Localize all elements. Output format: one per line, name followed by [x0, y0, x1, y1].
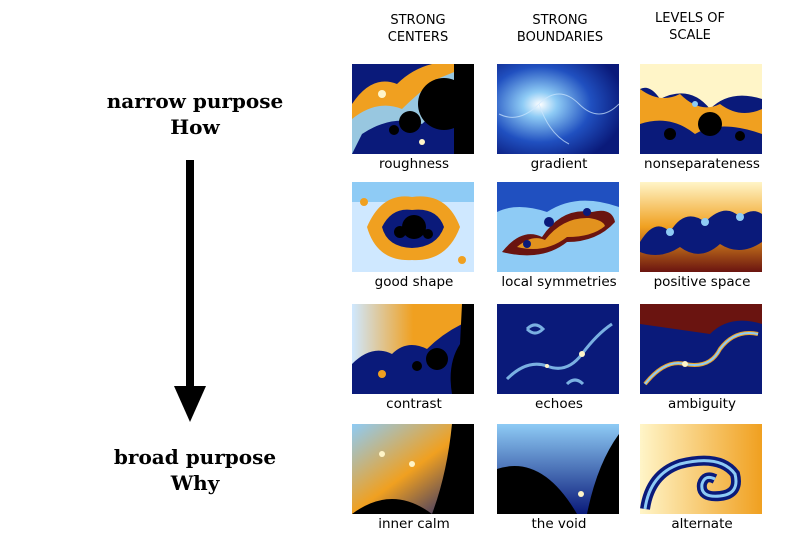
caption-the-void: the void	[531, 516, 587, 532]
caption-nonseparateness: nonseparateness	[644, 156, 760, 172]
fractal-image-good-shape	[352, 182, 474, 272]
column-header-levels-of-scale: LEVELS OF SCALE	[630, 10, 750, 44]
broad-purpose-label: broad purpose Why	[70, 444, 320, 496]
caption-ambiguity: ambiguity	[668, 396, 736, 412]
how-text: How	[170, 115, 220, 139]
caption-contrast: contrast	[386, 396, 442, 412]
fractal-image-inner-calm	[352, 424, 474, 514]
grid-cell-ambiguity: ambiguity	[640, 304, 764, 412]
caption-positive-space: positive space	[653, 274, 751, 290]
caption-inner-calm: inner calm	[378, 516, 450, 532]
fractal-image-ambiguity	[640, 304, 762, 394]
grid-cell-local-symmetries: local symmetries	[497, 182, 621, 290]
fractal-image-contrast	[352, 304, 474, 394]
fractal-image-the-void	[497, 424, 619, 514]
broad-purpose-text: broad purpose	[113, 445, 277, 469]
column-header-line: BOUNDARIES	[516, 30, 604, 45]
caption-roughness: roughness	[378, 156, 450, 172]
column-header-line: CENTERS	[387, 30, 449, 45]
grid-cell-contrast: contrast	[352, 304, 476, 412]
fractal-image-roughness	[352, 64, 474, 154]
grid-cell-the-void: the void	[497, 424, 621, 532]
grid-cell-nonseparateness: nonseparateness	[640, 64, 764, 172]
caption-local-symmetries: local symmetries	[501, 274, 617, 290]
caption-gradient: gradient	[530, 156, 588, 172]
grid-cell-good-shape: good shape	[352, 182, 476, 290]
fractal-image-nonseparateness	[640, 64, 762, 154]
grid-cell-alternate: alternate	[640, 424, 764, 532]
column-header-line: SCALE	[669, 28, 711, 43]
fractal-image-alternate	[640, 424, 762, 514]
fractal-image-echoes	[497, 304, 619, 394]
caption-alternate: alternate	[671, 516, 733, 532]
grid-cell-inner-calm: inner calm	[352, 424, 476, 532]
column-header-strong-centers: STRONG CENTERS	[358, 12, 478, 46]
fractal-image-positive-space	[640, 182, 762, 272]
column-header-line: STRONG	[390, 13, 446, 28]
grid-cell-echoes: echoes	[497, 304, 621, 412]
column-header-line: LEVELS OF	[655, 11, 725, 26]
grid-cell-gradient: gradient	[497, 64, 621, 172]
narrow-purpose-text: narrow purpose	[106, 89, 284, 113]
grid-cell-roughness: roughness	[352, 64, 476, 172]
column-header-strong-boundaries: STRONG BOUNDARIES	[498, 12, 622, 46]
caption-echoes: echoes	[535, 396, 583, 412]
grid-cell-positive-space: positive space	[640, 182, 764, 290]
down-arrow-icon	[174, 160, 206, 422]
fractal-image-gradient	[497, 64, 619, 154]
fractal-image-local-symmetries	[497, 182, 619, 272]
why-text: Why	[170, 471, 220, 495]
caption-good-shape: good shape	[374, 274, 454, 290]
narrow-purpose-label: narrow purpose How	[70, 88, 320, 140]
column-header-line: STRONG	[532, 13, 588, 28]
